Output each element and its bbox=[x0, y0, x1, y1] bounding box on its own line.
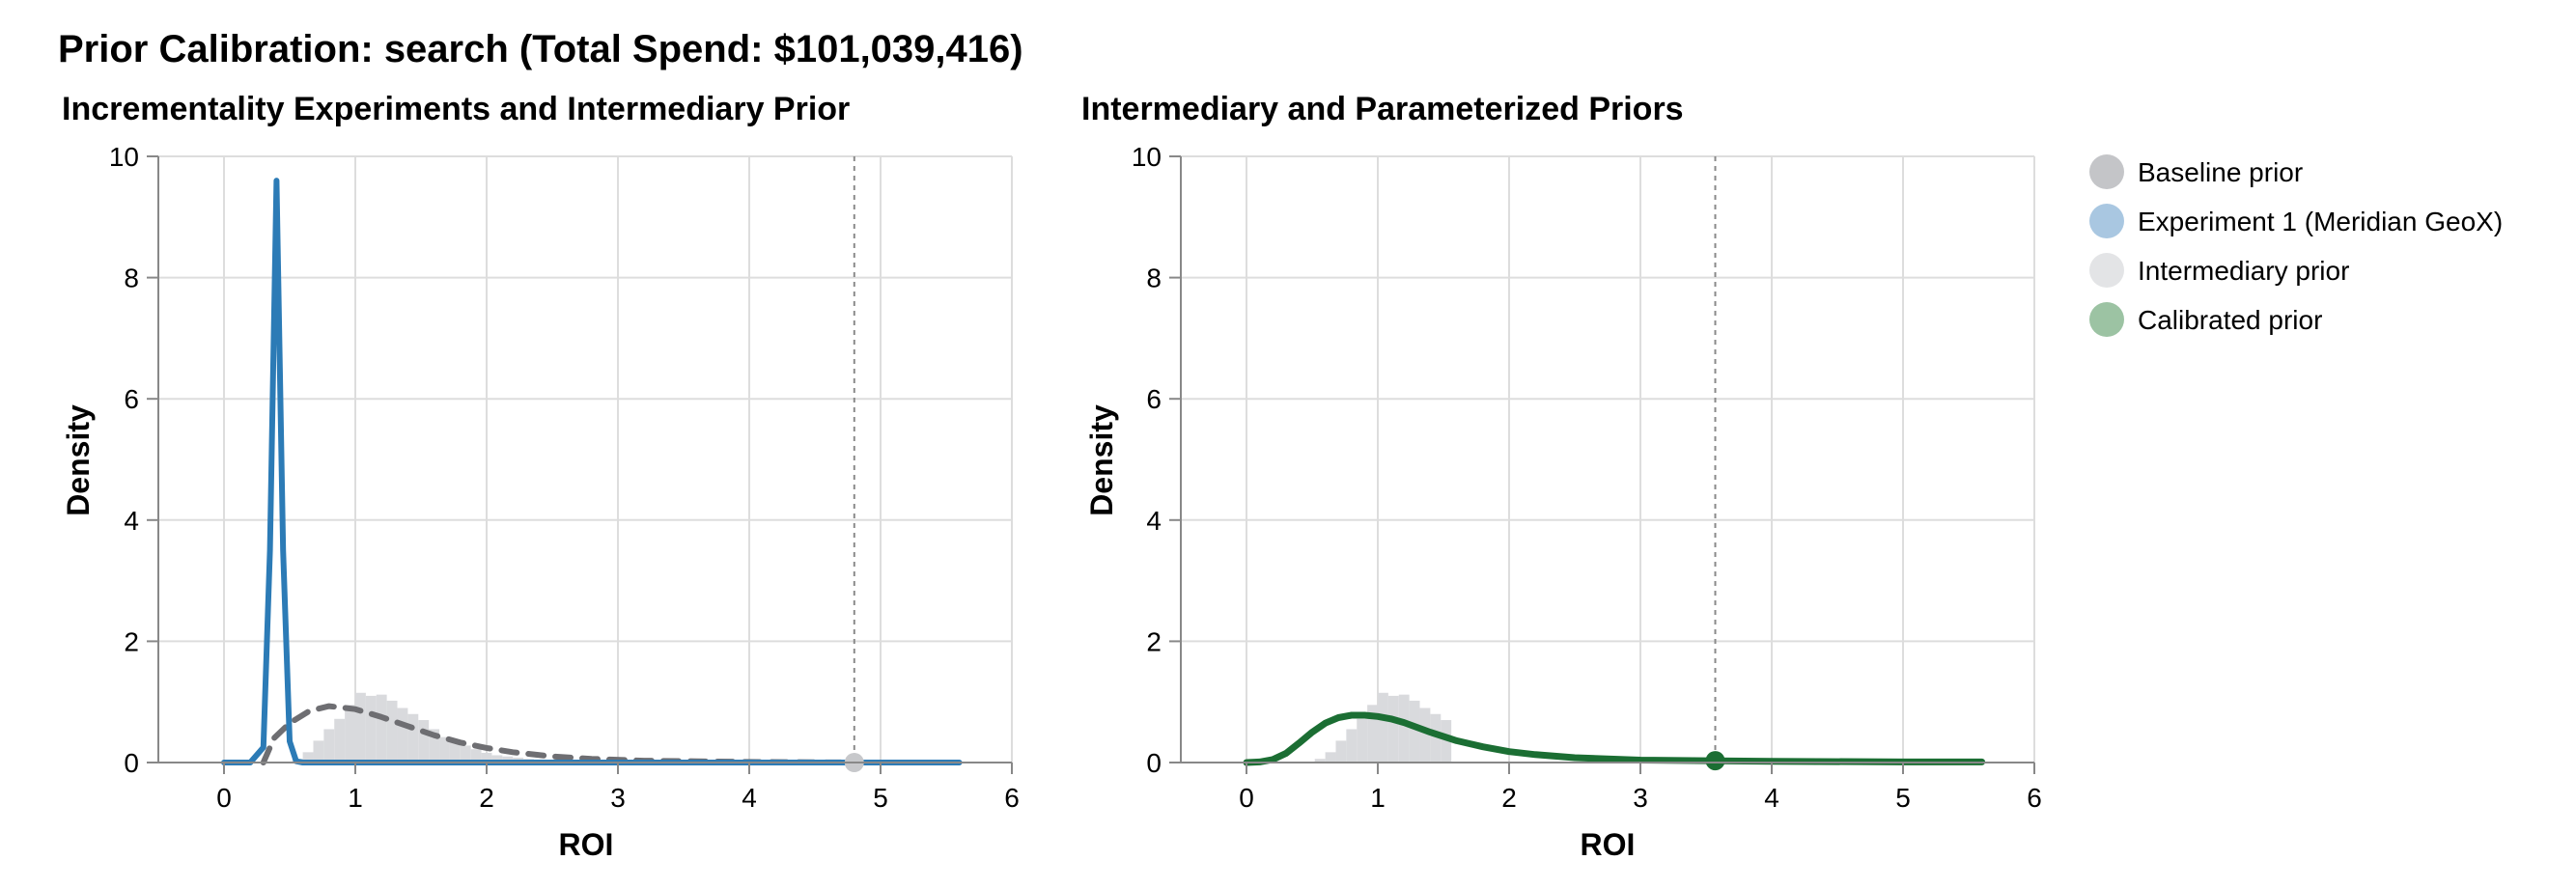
histogram-bar bbox=[386, 700, 398, 763]
y-tick-label: 10 bbox=[1132, 142, 1162, 172]
x-tick-label: 2 bbox=[479, 783, 494, 813]
histogram-bar bbox=[1441, 720, 1452, 763]
histogram-bar bbox=[1335, 740, 1347, 763]
legend-item-baseline[interactable]: Baseline prior bbox=[2089, 154, 2303, 189]
histogram-bar bbox=[1387, 695, 1399, 763]
histogram-bar bbox=[1419, 708, 1431, 763]
histogram-bar bbox=[397, 708, 408, 763]
x-tick-label: 6 bbox=[2027, 783, 2042, 813]
legend-label: Experiment 1 (Meridian GeoX) bbox=[2138, 207, 2503, 236]
histogram-bar bbox=[470, 749, 482, 763]
histogram-bar bbox=[1346, 729, 1358, 763]
x-tick-label: 4 bbox=[1764, 783, 1779, 813]
histogram-bar bbox=[502, 756, 514, 763]
y-tick-label: 2 bbox=[124, 626, 139, 656]
y-tick-label: 8 bbox=[1146, 264, 1162, 293]
histogram-bar bbox=[365, 695, 377, 763]
y-tick-label: 0 bbox=[124, 748, 139, 778]
legend-swatch bbox=[2089, 302, 2124, 337]
mean-marker bbox=[1705, 751, 1725, 771]
histogram-bar bbox=[449, 741, 461, 763]
legend-swatch bbox=[2089, 204, 2124, 238]
histogram-bar bbox=[345, 705, 355, 763]
legend: Baseline prior Experiment 1 (Meridian Ge… bbox=[2089, 154, 2503, 337]
histogram-bar bbox=[1325, 752, 1336, 763]
page-title: Prior Calibration: search (Total Spend: … bbox=[58, 28, 1023, 70]
y-tick-label: 8 bbox=[124, 264, 139, 293]
x-tick-label: 1 bbox=[348, 783, 363, 813]
histogram-bar bbox=[355, 692, 366, 763]
histogram-bar bbox=[407, 713, 419, 763]
histogram-bar bbox=[1378, 692, 1388, 763]
x-tick-label: 2 bbox=[1501, 783, 1517, 813]
x-tick-label: 5 bbox=[873, 783, 888, 813]
histogram-bar bbox=[323, 729, 335, 763]
x-tick-label: 3 bbox=[1633, 783, 1648, 813]
histogram-bar bbox=[1357, 718, 1368, 763]
legend-label: Intermediary prior bbox=[2138, 256, 2349, 286]
y-tick-label: 0 bbox=[1146, 748, 1162, 778]
histogram-bar bbox=[491, 755, 503, 763]
legend-swatch bbox=[2089, 154, 2124, 189]
y-tick-label: 4 bbox=[124, 506, 139, 536]
histogram-bar bbox=[1409, 700, 1420, 763]
y-tick-label: 10 bbox=[109, 142, 139, 172]
x-tick-label: 3 bbox=[610, 783, 626, 813]
histogram-bar bbox=[313, 740, 324, 763]
panel-title-experiments: Incrementality Experiments and Intermedi… bbox=[62, 91, 850, 127]
legend-label: Calibrated prior bbox=[2138, 305, 2322, 335]
histogram-bar bbox=[1314, 759, 1326, 763]
histogram-bar bbox=[376, 694, 387, 763]
legend-item-experiment[interactable]: Experiment 1 (Meridian GeoX) bbox=[2089, 204, 2503, 238]
histogram-bar bbox=[460, 745, 471, 763]
series-line bbox=[1243, 711, 1986, 766]
x-tick-label: 6 bbox=[1004, 783, 1020, 813]
legend-item-calibrated[interactable]: Calibrated prior bbox=[2089, 302, 2322, 337]
legend-swatch bbox=[2089, 253, 2124, 288]
y-axis-title: Density bbox=[61, 404, 96, 516]
histogram-bar bbox=[1430, 713, 1442, 763]
histogram-bar bbox=[429, 729, 440, 763]
histogram-bar bbox=[481, 752, 492, 763]
y-tick-label: 2 bbox=[1146, 626, 1162, 656]
legend-item-intermediary[interactable]: Intermediary prior bbox=[2089, 253, 2349, 288]
x-axis-title: ROI bbox=[1581, 827, 1636, 862]
y-axis-title: Density bbox=[1084, 404, 1119, 516]
histogram-bar bbox=[439, 736, 450, 763]
y-tick-label: 6 bbox=[1146, 384, 1162, 414]
x-tick-label: 4 bbox=[742, 783, 757, 813]
priors-panel: Intermediary and Parameterized Priors 0 1… bbox=[1081, 91, 2042, 862]
histogram-bar bbox=[418, 720, 430, 763]
x-tick-label: 0 bbox=[1239, 783, 1254, 813]
experiments-panel: Incrementality Experiments and Intermedi… bbox=[61, 91, 1020, 862]
x-axis-title: ROI bbox=[559, 827, 614, 862]
histogram-bar bbox=[1398, 694, 1410, 763]
histogram-bar bbox=[302, 752, 314, 763]
panel-title-priors: Intermediary and Parameterized Priors bbox=[1081, 91, 1684, 127]
y-tick-label: 6 bbox=[124, 384, 139, 414]
series-line bbox=[221, 178, 963, 765]
x-tick-label: 0 bbox=[216, 783, 232, 813]
y-tick-label: 4 bbox=[1146, 506, 1162, 536]
legend-label: Baseline prior bbox=[2138, 157, 2303, 187]
x-tick-label: 5 bbox=[1895, 783, 1911, 813]
histogram-bar bbox=[1367, 705, 1378, 763]
x-tick-label: 1 bbox=[1370, 783, 1386, 813]
histogram-bar bbox=[334, 718, 346, 763]
